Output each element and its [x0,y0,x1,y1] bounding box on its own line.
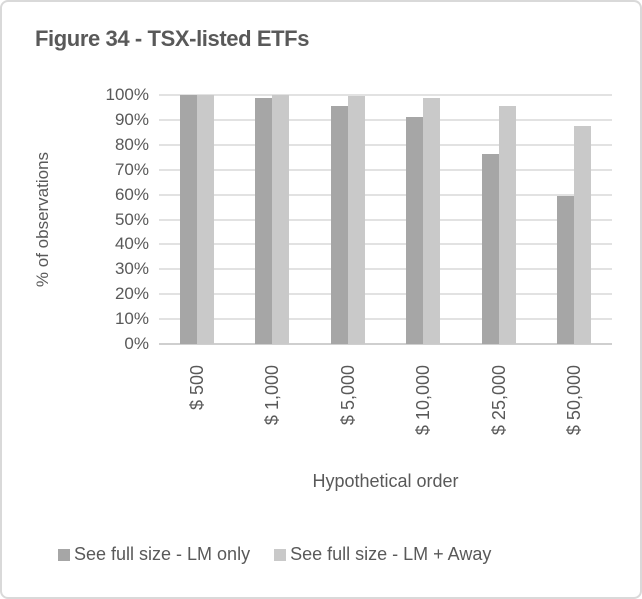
y-tick-label: 80% [114,134,149,154]
legend-swatch-icon [58,548,70,561]
gridline [159,168,612,171]
bar-see-full-size-lm-away-25000 [498,106,516,344]
bar-see-full-size-lm-away-500 [196,95,214,344]
x-tick-label: $ 10,000 [413,365,434,436]
y-tick-label: 60% [114,184,149,204]
y-tick-label: 50% [114,209,149,229]
y-tick-label: 10% [114,309,149,329]
legend-label: See full size - LM only [74,544,251,564]
x-tick-label: $ 50,000 [564,365,585,436]
bar-see-full-size-lm-only-1000 [255,97,273,344]
y-tick-label: 30% [114,259,149,279]
bar-see-full-size-lm-away-1000 [272,95,290,344]
y-tick-label: 40% [114,234,149,254]
bar-see-full-size-lm-only-5000 [330,106,348,344]
gridline [159,94,612,96]
y-tick-label: 0% [124,334,149,353]
x-tick-label: $ 25,000 [488,365,509,436]
gridline [159,318,612,321]
legend-label: See full size - LM + Away [290,544,492,564]
bar-see-full-size-lm-only-10000 [406,117,424,344]
x-tick-label: $ 500 [186,365,207,411]
plot-area [159,94,612,345]
gridline [159,218,612,221]
bar-see-full-size-lm-only-50000 [557,195,575,344]
bar-see-full-size-lm-only-500 [179,95,197,344]
legend: See full size - LM only See full size - L… [58,544,491,565]
gridline [159,143,612,146]
y-tick-label: 90% [114,109,149,129]
gridline [159,118,612,121]
gridline [159,243,612,246]
legend-item-see-full-size-lm-only: See full size - LM only [58,544,250,565]
legend-item-see-full-size-lm-away: See full size - LM + Away [274,544,491,565]
x-tick-label: $ 1,000 [262,365,283,426]
gridline [159,268,612,271]
bar-see-full-size-lm-away-5000 [347,96,365,344]
bar-see-full-size-lm-away-50000 [574,126,592,344]
x-axis-title: Hypothetical order [312,471,459,491]
y-tick-label: 20% [114,284,149,304]
bar-see-full-size-lm-only-25000 [481,153,499,344]
x-axis-line [159,343,612,345]
chart-title: Figure 34 - TSX-listed ETFs [35,26,310,51]
legend-swatch-icon [274,548,287,561]
bar-see-full-size-lm-away-10000 [423,97,441,344]
y-tick-label: 70% [114,159,149,179]
y-tick-label: 100% [105,85,149,104]
y-axis-title: % of observations [33,151,52,288]
x-tick-label: $ 5,000 [337,365,358,426]
gridline [159,193,612,196]
gridline [159,293,612,296]
